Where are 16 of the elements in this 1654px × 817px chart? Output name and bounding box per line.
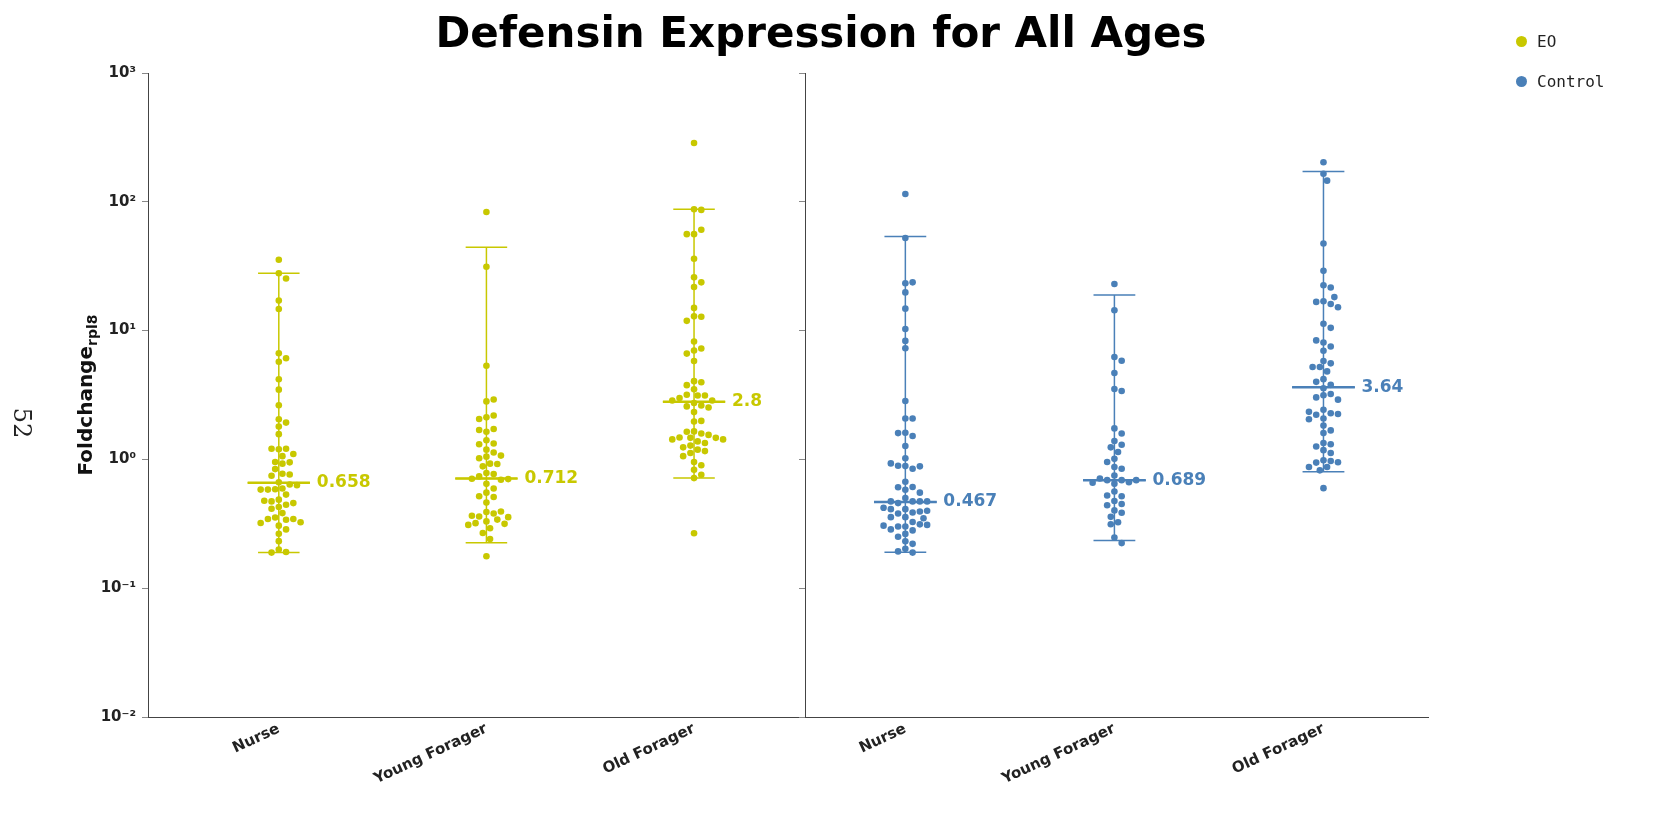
annotation: 0.467 — [943, 490, 998, 511]
annotation: 0.658 — [316, 471, 371, 492]
legend-label: Control — [1537, 72, 1605, 91]
y-tick-label: 10⁻² — [100, 706, 136, 725]
y-tick-label: 10⁻¹ — [100, 578, 136, 597]
annotation: 3.64 — [1361, 375, 1404, 396]
annotation: 0.689 — [1152, 468, 1207, 489]
y-tick-label: 10⁰ — [108, 449, 136, 468]
y-tick-label: 10¹ — [108, 320, 136, 339]
y-tick-label: 10³ — [108, 62, 136, 81]
text: 52 — [8, 407, 36, 439]
annotation: 2.8 — [732, 390, 763, 411]
y-tick-label: 10² — [108, 191, 136, 210]
legend-label: EO — [1537, 32, 1557, 51]
chart-title: Defensin Expression for All Ages — [435, 8, 1207, 57]
annotation: 0.712 — [524, 466, 579, 487]
